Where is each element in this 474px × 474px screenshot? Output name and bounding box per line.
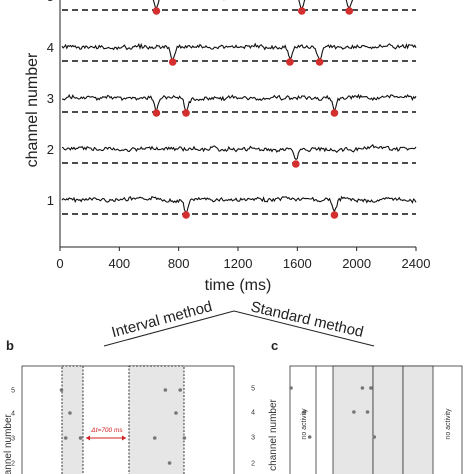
spike-marker-ch2-0 (292, 160, 300, 168)
raster-point-0 (289, 386, 293, 390)
trace-ch3 (61, 93, 417, 113)
raster-point-3 (78, 436, 83, 440)
spike-marker-ch1-0 (182, 211, 190, 219)
raster-point-7 (174, 411, 178, 415)
panel-b-letter: b (6, 338, 14, 353)
panel-b-points (59, 388, 187, 465)
raster-point-5 (163, 388, 168, 392)
spike-marker-ch4-1 (286, 58, 294, 66)
y-tick-label-1: 1 (47, 193, 54, 208)
panel-b-frame (21, 365, 235, 474)
interval-window-1 (128, 365, 185, 474)
raster-point-8 (178, 388, 182, 392)
raster-y-tick-3: 3 (251, 435, 255, 442)
raster-point-3 (352, 410, 356, 414)
spike-marker-ch4-2 (315, 58, 324, 66)
spike-marker-ch3-1 (182, 109, 190, 117)
y-tick-label-4: 4 (47, 40, 54, 55)
spike-marker-ch3-2 (330, 109, 339, 117)
panel-c-letter: c (271, 338, 278, 353)
raster-y-tick-5: 5 (251, 386, 255, 393)
raster-point-4 (152, 436, 157, 440)
raster-point-1 (63, 436, 68, 440)
raster-point-4 (360, 386, 365, 390)
x-tick-label-2400: 2400 (402, 256, 431, 271)
spike-markers (152, 7, 354, 219)
channel-traces (61, 0, 417, 213)
x-tick-label-800: 800 (168, 256, 190, 271)
raster-point-9 (182, 436, 187, 440)
y-axis-label: channel number (24, 52, 41, 167)
raster-y-tick-5: 5 (11, 388, 15, 395)
raster-y-tick-4: 4 (11, 411, 15, 418)
x-tick-labels: 0 400 800 1200 1600 2000 2400 (56, 247, 430, 271)
panel-b-interval-raster: b 2 3 4 5 Δt=700 ms channel number (3, 338, 235, 474)
panel-c-points (289, 386, 377, 439)
raster-point-6 (167, 461, 172, 465)
threshold-lines (62, 9, 416, 215)
trace-ch1 (61, 195, 417, 213)
bin-window-1 (372, 365, 404, 474)
bin-windows (315, 365, 434, 474)
no-activity-label-right: no activity (445, 408, 452, 440)
raster-point-6 (369, 386, 373, 390)
trace-ch4 (61, 42, 417, 63)
spike-marker-ch1-1 (330, 211, 339, 219)
raster-point-2 (307, 435, 312, 439)
delta-t-label: Δt=700 ms (90, 427, 123, 434)
y-tick-labels: 1 2 3 4 5 (47, 0, 54, 208)
raster-y-tick-3: 3 (11, 436, 15, 443)
trace-ch2 (61, 144, 417, 161)
y-tick-label-5: 5 (47, 0, 54, 4)
raster-y-tick-2: 2 (11, 461, 15, 468)
spike-marker-ch5-2 (345, 7, 354, 15)
method-branch: Interval method Standard method (103, 298, 375, 347)
panel-b-y-ticks: 2 3 4 5 (11, 388, 15, 468)
panel-c-standard-raster: c 2 3 4 5 no activity no activity channel n… (251, 338, 463, 474)
interval-window-0 (61, 365, 84, 474)
x-tick-label-2000: 2000 (342, 256, 371, 271)
x-tick-label-400: 400 (108, 256, 130, 271)
x-tick-label-0: 0 (56, 256, 63, 271)
bin-window-2 (402, 365, 434, 474)
panel-c-y-ticks: 2 3 4 5 (251, 386, 255, 468)
raster-point-2 (68, 411, 72, 415)
x-tick-label-1600: 1600 (283, 256, 312, 271)
x-tick-label-1200: 1200 (224, 256, 253, 271)
spike-marker-ch4-0 (168, 58, 177, 66)
raster-point-7 (372, 435, 377, 439)
no-activity-label-left: no activity (301, 408, 308, 440)
interval-method-label: Interval method (110, 298, 214, 341)
spike-marker-ch3-0 (152, 109, 161, 117)
raster-point-1 (302, 410, 307, 414)
raster-point-5 (365, 410, 370, 414)
interval-windows (61, 365, 185, 474)
panel-b-y-axis-label: channel number (3, 413, 14, 474)
panel-c-y-axis-label: channel number (268, 398, 279, 470)
raster-point-0 (59, 388, 64, 392)
spike-marker-ch5-1 (297, 7, 306, 15)
x-axis-label: time (ms) (205, 277, 272, 294)
delta-t-arrow (86, 435, 126, 441)
spike-marker-ch5-0 (152, 7, 161, 15)
y-tick-label-3: 3 (47, 91, 54, 106)
raster-y-tick-4: 4 (251, 410, 255, 417)
y-tick-label-2: 2 (47, 142, 54, 157)
raster-y-tick-2: 2 (251, 461, 255, 468)
trace-ch5 (64, 0, 354, 9)
bin-window-0 (332, 365, 374, 474)
